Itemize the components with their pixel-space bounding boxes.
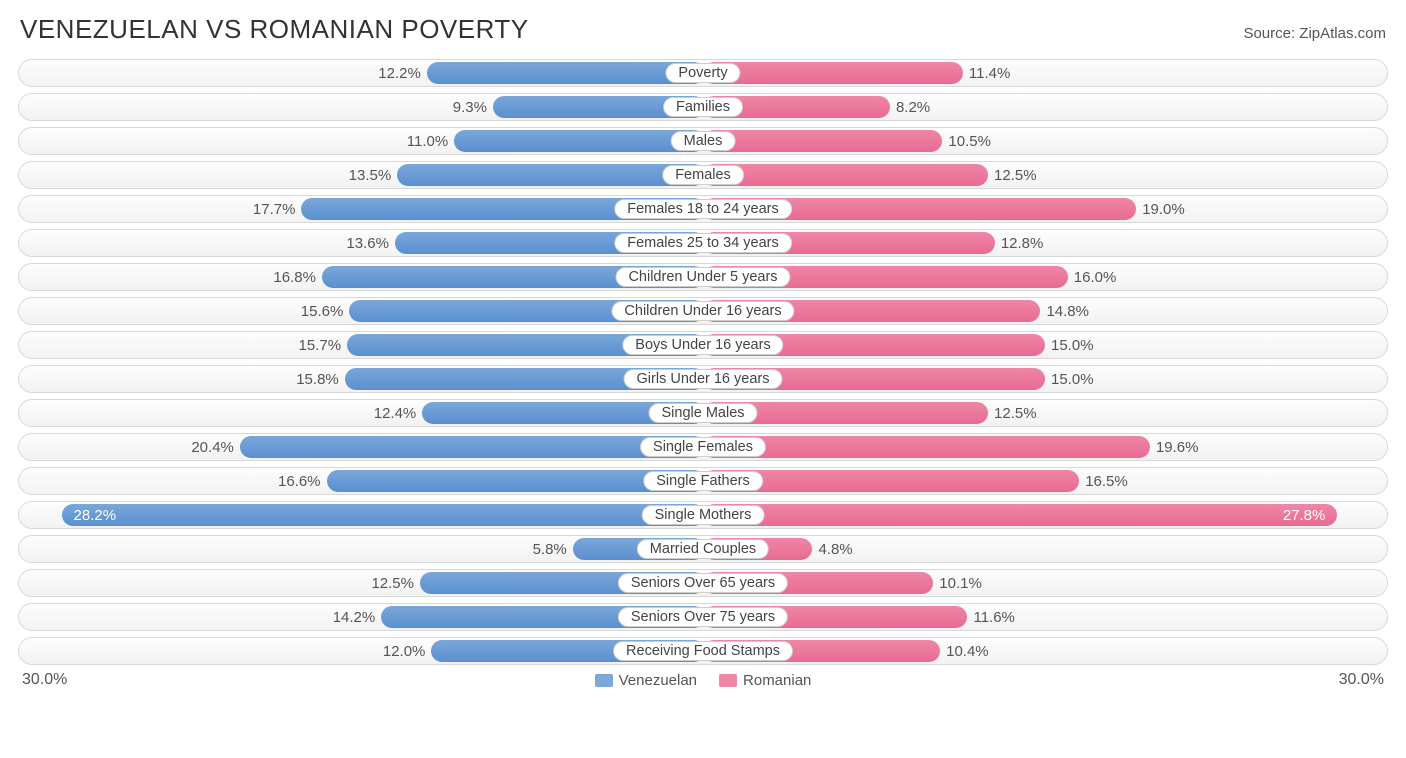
chart-row: 16.8% 16.0% Children Under 5 years: [18, 263, 1388, 291]
legend-label-right: Romanian: [743, 672, 811, 689]
chart-row: 14.2% 11.6% Seniors Over 75 years: [18, 603, 1388, 631]
category-label: Boys Under 16 years: [622, 335, 783, 355]
value-left: 28.2%: [74, 504, 117, 526]
chart-row: 13.5% 12.5% Females: [18, 161, 1388, 189]
chart-row: 17.7% 19.0% Females 18 to 24 years: [18, 195, 1388, 223]
chart-row: 15.8% 15.0% Girls Under 16 years: [18, 365, 1388, 393]
value-left: 12.0%: [383, 640, 426, 662]
value-right: 14.8%: [1046, 300, 1089, 322]
value-right: 11.4%: [969, 62, 1010, 84]
chart-title: VENEZUELAN VS ROMANIAN POVERTY: [20, 14, 529, 45]
axis-max-right: 30.0%: [1339, 671, 1384, 689]
chart-row: 9.3% 8.2% Families: [18, 93, 1388, 121]
value-right: 16.5%: [1085, 470, 1128, 492]
category-label: Single Fathers: [643, 471, 763, 491]
chart-row: 12.0% 10.4% Receiving Food Stamps: [18, 637, 1388, 665]
category-label: Families: [663, 97, 743, 117]
axis-max-left: 30.0%: [22, 671, 67, 689]
value-left: 20.4%: [191, 436, 234, 458]
value-right: 12.8%: [1001, 232, 1044, 254]
value-right: 19.6%: [1156, 436, 1199, 458]
bar-left: [240, 436, 705, 458]
value-right: 10.5%: [948, 130, 991, 152]
bar-left: [62, 504, 705, 526]
value-left: 15.6%: [301, 300, 344, 322]
value-left: 13.5%: [349, 164, 392, 186]
value-left: 16.8%: [273, 266, 316, 288]
value-left: 14.2%: [333, 606, 376, 628]
value-right: 15.0%: [1051, 334, 1094, 356]
category-label: Females 25 to 34 years: [614, 233, 792, 253]
bar-right: [703, 164, 988, 186]
chart-row: 12.2% 11.4% Poverty: [18, 59, 1388, 87]
category-label: Receiving Food Stamps: [613, 641, 793, 661]
category-label: Single Males: [648, 403, 757, 423]
value-left: 12.5%: [371, 572, 414, 594]
value-left: 15.7%: [299, 334, 342, 356]
bar-right: [703, 130, 942, 152]
diverging-bar-chart: 12.2% 11.4% Poverty 9.3% 8.2% Families 11.0% 10…: [18, 59, 1388, 665]
value-right: 15.0%: [1051, 368, 1094, 390]
category-label: Females: [662, 165, 744, 185]
value-left: 12.2%: [378, 62, 421, 84]
bar-left: [397, 164, 705, 186]
legend-swatch-left: [595, 674, 613, 687]
category-label: Males: [671, 131, 736, 151]
bar-left: [427, 62, 705, 84]
chart-header: VENEZUELAN VS ROMANIAN POVERTY Source: Z…: [18, 10, 1388, 45]
value-right: 10.4%: [946, 640, 989, 662]
value-right: 4.8%: [818, 538, 852, 560]
value-left: 16.6%: [278, 470, 321, 492]
chart-row: 13.6% 12.8% Females 25 to 34 years: [18, 229, 1388, 257]
chart-row: 20.4% 19.6% Single Females: [18, 433, 1388, 461]
value-left: 12.4%: [374, 402, 417, 424]
category-label: Single Females: [640, 437, 766, 457]
legend: Venezuelan Romanian: [595, 672, 812, 689]
value-right: 12.5%: [994, 402, 1037, 424]
legend-label-left: Venezuelan: [619, 672, 697, 689]
chart-row: 12.5% 10.1% Seniors Over 65 years: [18, 569, 1388, 597]
chart-footer: 30.0% Venezuelan Romanian 30.0%: [18, 671, 1388, 689]
bar-right: [703, 436, 1150, 458]
value-right: 27.8%: [1283, 504, 1326, 526]
value-right: 12.5%: [994, 164, 1037, 186]
value-left: 11.0%: [407, 130, 448, 152]
value-right: 11.6%: [973, 606, 1014, 628]
value-right: 10.1%: [939, 572, 982, 594]
bar-right: [703, 62, 963, 84]
bar-left: [454, 130, 705, 152]
value-right: 8.2%: [896, 96, 930, 118]
chart-row: 11.0% 10.5% Males: [18, 127, 1388, 155]
category-label: Married Couples: [637, 539, 769, 559]
category-label: Children Under 5 years: [615, 267, 790, 287]
category-label: Seniors Over 65 years: [618, 573, 788, 593]
category-label: Single Mothers: [642, 505, 765, 525]
chart-source: Source: ZipAtlas.com: [1243, 25, 1386, 42]
category-label: Girls Under 16 years: [624, 369, 783, 389]
chart-row: 5.8% 4.8% Married Couples: [18, 535, 1388, 563]
value-left: 13.6%: [346, 232, 389, 254]
legend-swatch-right: [719, 674, 737, 687]
legend-item-left: Venezuelan: [595, 672, 697, 689]
value-left: 17.7%: [253, 198, 296, 220]
value-left: 15.8%: [296, 368, 339, 390]
value-right: 19.0%: [1142, 198, 1185, 220]
chart-row: 16.6% 16.5% Single Fathers: [18, 467, 1388, 495]
chart-row: 28.2% 27.8% Single Mothers: [18, 501, 1388, 529]
chart-row: 15.6% 14.8% Children Under 16 years: [18, 297, 1388, 325]
legend-item-right: Romanian: [719, 672, 811, 689]
category-label: Children Under 16 years: [611, 301, 794, 321]
chart-row: 12.4% 12.5% Single Males: [18, 399, 1388, 427]
chart-row: 15.7% 15.0% Boys Under 16 years: [18, 331, 1388, 359]
value-right: 16.0%: [1074, 266, 1117, 288]
bar-right: [703, 504, 1337, 526]
category-label: Poverty: [665, 63, 740, 83]
category-label: Seniors Over 75 years: [618, 607, 788, 627]
value-left: 5.8%: [533, 538, 567, 560]
value-left: 9.3%: [453, 96, 487, 118]
category-label: Females 18 to 24 years: [614, 199, 792, 219]
